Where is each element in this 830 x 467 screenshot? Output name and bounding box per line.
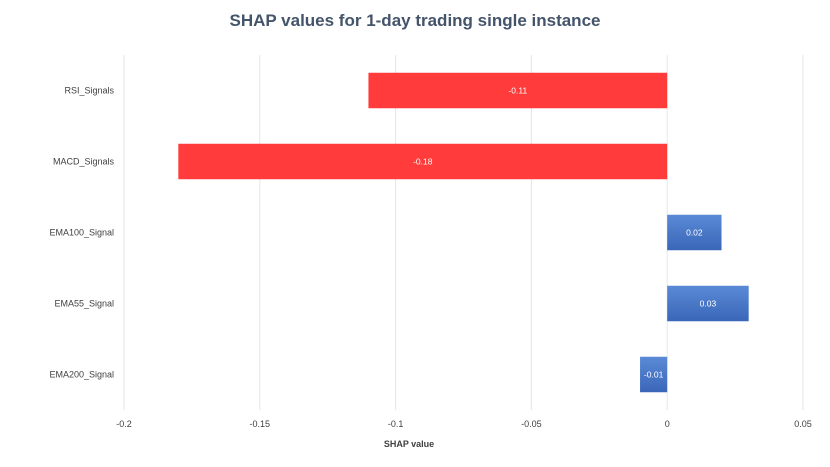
bar-ema55-signal: [667, 285, 749, 322]
data-label: 0.02: [686, 228, 703, 238]
data-label: -0.01: [644, 370, 664, 380]
category-label: RSI_Signals: [64, 86, 114, 96]
x-tick-label: 0.05: [794, 419, 812, 429]
x-tick-label: -0.1: [388, 419, 404, 429]
x-tick-label: 0: [665, 419, 670, 429]
bar-ema200-signal: [640, 356, 668, 393]
bar-ema100-signal: [667, 214, 722, 251]
x-tick-label: -0.05: [521, 419, 542, 429]
x-tick-label: -0.2: [116, 419, 132, 429]
bar-macd-signals: [178, 143, 668, 180]
data-label: 0.03: [700, 299, 717, 309]
x-axis-title: SHAP value: [384, 439, 434, 449]
x-tick-labels: -0.2 -0.15 -0.1 -0.05 0 0.05: [116, 419, 812, 429]
category-label: EMA200_Signal: [49, 370, 114, 380]
chart-title: SHAP values for 1-day trading single ins…: [230, 11, 601, 30]
category-label: EMA55_Signal: [54, 299, 114, 309]
data-label: -0.11: [508, 86, 527, 96]
category-label: MACD_Signals: [53, 157, 115, 167]
x-tick-label: -0.15: [250, 419, 271, 429]
bars: -0.11 -0.18 0.02 0.03 -0.01: [178, 72, 749, 393]
bar-rsi-signals: [368, 72, 668, 109]
category-labels: RSI_Signals MACD_Signals EMA100_Signal EMA5…: [49, 86, 114, 380]
category-label: EMA100_Signal: [49, 228, 114, 238]
data-label: -0.18: [413, 157, 433, 167]
